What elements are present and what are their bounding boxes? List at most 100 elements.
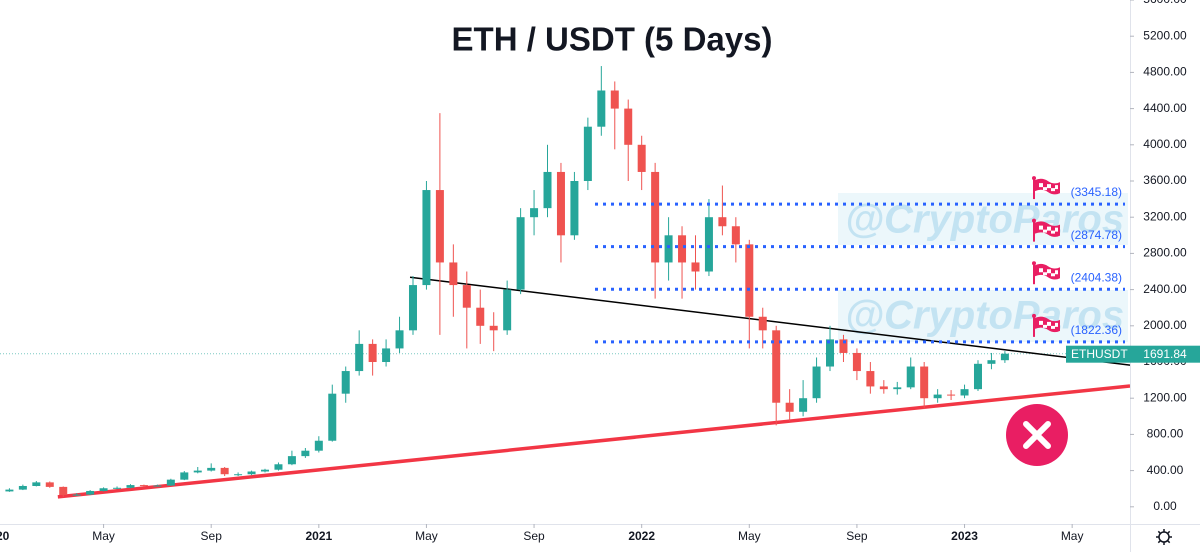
candle-body — [933, 394, 942, 399]
candle-body — [126, 485, 135, 488]
flag-check — [1039, 183, 1058, 192]
candle-body — [852, 352, 861, 372]
flag-icon — [1032, 176, 1060, 200]
candle-body — [583, 126, 592, 182]
candle-body — [449, 262, 458, 286]
price-tag — [1066, 345, 1200, 363]
x-tick-label: 2021 — [305, 529, 332, 543]
x-tick-label: May — [1061, 529, 1084, 543]
candle-body — [274, 464, 283, 470]
y-tick-label: 3600.00 — [1143, 173, 1187, 187]
candle-body — [678, 235, 687, 263]
candle-body — [86, 490, 95, 495]
target-label: (2404.38) — [1071, 270, 1122, 284]
target-label: (2874.78) — [1071, 228, 1122, 242]
x-tick-label: May — [415, 529, 438, 543]
candle-body — [570, 181, 579, 236]
x-tick-label: Sep — [201, 529, 223, 543]
flag-check — [1039, 320, 1058, 329]
y-tick-label: 2400.00 — [1143, 282, 1187, 296]
candle-body — [973, 363, 982, 390]
x-tick-label: May — [738, 529, 761, 543]
candle-body — [5, 489, 14, 492]
settings-icon[interactable] — [1156, 529, 1172, 545]
candle-body — [556, 171, 565, 236]
candle-body — [758, 316, 767, 331]
candle-body — [368, 343, 377, 363]
candle-body — [624, 108, 633, 145]
trendline — [57, 384, 1130, 499]
y-tick-label: 5200.00 — [1143, 28, 1187, 42]
candle-body — [489, 325, 498, 331]
candle-body — [826, 339, 835, 367]
candle-body — [462, 285, 471, 308]
close-icon — [1006, 404, 1068, 466]
candle-body — [59, 486, 68, 496]
target-label: (1822.36) — [1071, 323, 1122, 337]
flag-knob — [1032, 218, 1036, 223]
symbol-label: ETHUSDT — [1071, 347, 1128, 361]
y-tick-label: 400.00 — [1147, 463, 1184, 477]
y-tick-label: 800.00 — [1147, 427, 1184, 441]
target-label: (3345.18) — [1071, 185, 1122, 199]
trendline — [409, 276, 1130, 366]
candle-body — [113, 487, 122, 489]
flag-check — [1039, 225, 1058, 234]
candle-body — [139, 485, 148, 487]
candle-body — [32, 482, 41, 486]
y-tick-label: 5600.00 — [1143, 0, 1187, 6]
flag-knob — [1032, 313, 1036, 318]
flag-icon — [1032, 261, 1060, 285]
flag-icon — [1032, 218, 1060, 242]
candle-body — [287, 456, 296, 465]
y-tick-label: 4400.00 — [1143, 101, 1187, 115]
candle-body — [234, 474, 243, 476]
candle-body — [839, 339, 848, 353]
x-tick-label: Sep — [846, 529, 868, 543]
candle-body — [691, 262, 700, 272]
candle-body — [960, 389, 969, 396]
candle-body — [207, 467, 216, 471]
candle-body — [99, 488, 108, 491]
candle-body — [785, 402, 794, 412]
watermark-box — [838, 290, 1128, 342]
candle-body — [261, 469, 270, 472]
x-tick-label: 2022 — [628, 529, 655, 543]
y-tick-label: 2800.00 — [1143, 246, 1187, 260]
flag-icon — [1032, 313, 1060, 337]
flag-check — [1039, 268, 1058, 277]
y-tick-label: 2000.00 — [1143, 318, 1187, 332]
candle-body — [220, 467, 229, 475]
candle-body — [745, 244, 754, 317]
candle-body — [651, 171, 660, 263]
candle-body — [408, 285, 417, 331]
candle-body — [72, 494, 81, 496]
candle-body — [503, 289, 512, 331]
x-tick-label: Sep — [523, 529, 545, 543]
candle-body — [530, 208, 539, 218]
flag-knob — [1032, 261, 1036, 266]
candle-body — [382, 348, 391, 363]
chart-title: ETH / USDT (5 Days) — [452, 21, 773, 58]
candle-body — [18, 485, 27, 490]
candle-body — [731, 226, 740, 245]
candle-body — [920, 366, 929, 399]
candle-body — [906, 366, 915, 388]
y-tick-label: 1200.00 — [1143, 390, 1187, 404]
candle-body — [664, 235, 673, 263]
candle-body — [543, 171, 552, 209]
candle-body — [341, 371, 350, 394]
watermark-box — [838, 193, 1128, 245]
candle-body — [422, 190, 431, 286]
candle-body — [314, 440, 323, 451]
candle-body — [516, 217, 525, 290]
y-tick-label: 3200.00 — [1143, 209, 1187, 223]
candle-body — [718, 217, 727, 227]
candle-body — [597, 90, 606, 127]
candle-body — [395, 330, 404, 349]
candle-body — [247, 471, 256, 475]
candle-body — [987, 360, 996, 364]
candle-body — [637, 144, 646, 172]
candle-body — [879, 386, 888, 390]
plot-area — [0, 66, 1130, 499]
